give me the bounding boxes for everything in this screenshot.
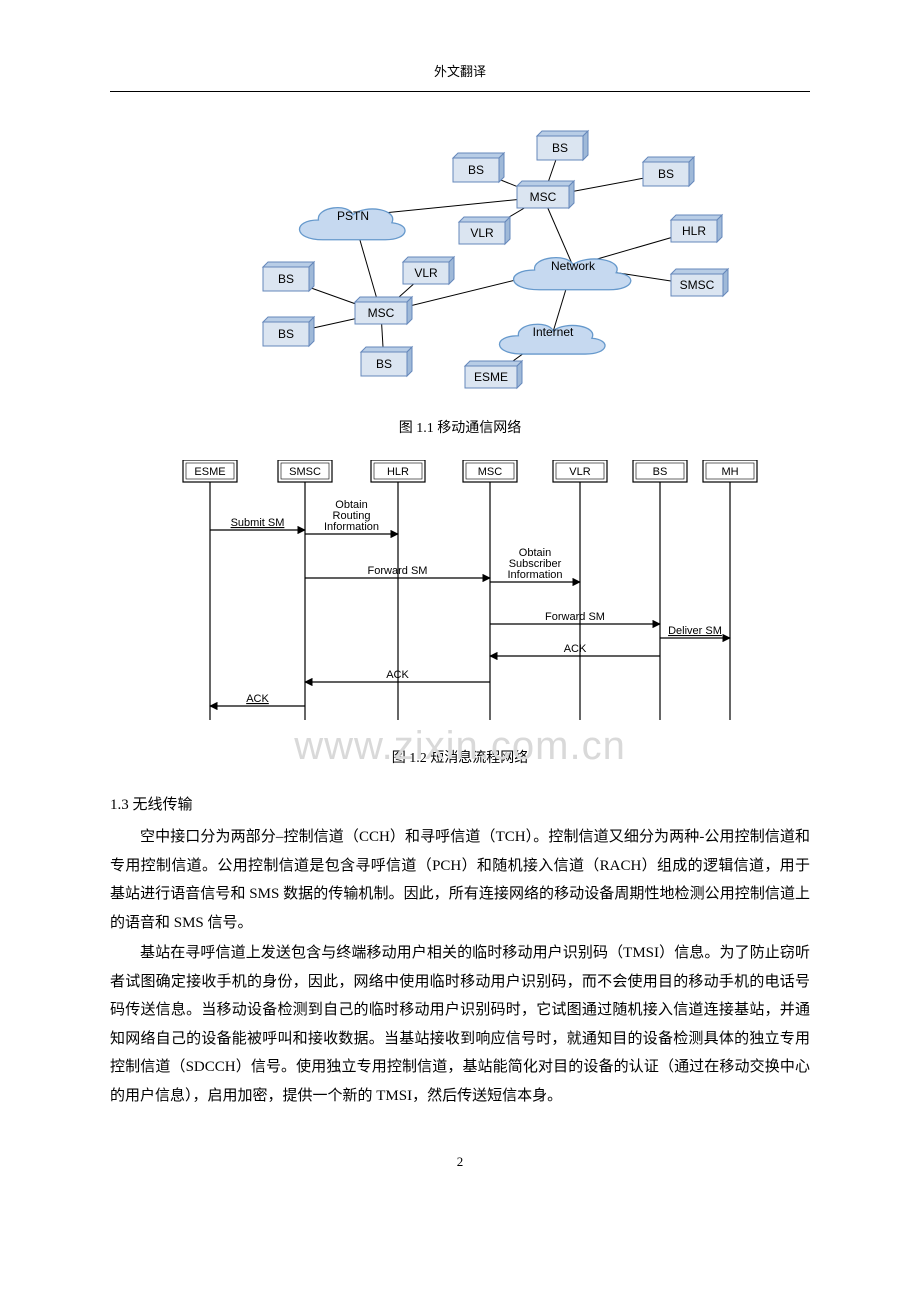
svg-text:MSC: MSC: [478, 466, 503, 478]
svg-text:Forward SM: Forward SM: [368, 565, 428, 577]
figure-1: PSTN Network Internet BS BS BS BS BS BS MSC MSC VLR…: [110, 122, 810, 402]
svg-text:MH: MH: [721, 466, 738, 478]
page-number: 2: [110, 1150, 810, 1175]
svg-text:BS: BS: [653, 466, 668, 478]
svg-text:VLR: VLR: [569, 466, 590, 478]
svg-text:Internet: Internet: [533, 325, 574, 339]
figure-2: ESMESMSCHLRMSCVLRBSMHSubmit SMObtainRout…: [110, 460, 810, 732]
svg-text:VLR: VLR: [414, 266, 438, 280]
svg-text:BS: BS: [468, 163, 484, 177]
svg-text:ACK: ACK: [564, 643, 587, 655]
paragraph-2: 基站在寻呼信道上发送包含与终端移动用户相关的临时移动用户识别码（TMSI）信息。…: [110, 939, 810, 1110]
svg-text:MSC: MSC: [368, 306, 395, 320]
svg-text:PSTN: PSTN: [337, 209, 369, 223]
svg-text:Deliver SM: Deliver SM: [668, 625, 722, 637]
svg-text:Information: Information: [324, 521, 379, 533]
section-heading: 1.3 无线传输: [110, 791, 810, 820]
svg-text:Network: Network: [551, 259, 596, 273]
svg-text:HLR: HLR: [387, 466, 409, 478]
svg-text:BS: BS: [552, 141, 568, 155]
svg-text:VLR: VLR: [470, 226, 494, 240]
svg-text:MSC: MSC: [530, 190, 557, 204]
svg-text:HLR: HLR: [682, 224, 706, 238]
svg-text:ESME: ESME: [194, 466, 225, 478]
svg-text:Information: Information: [507, 569, 562, 581]
svg-text:BS: BS: [278, 272, 294, 286]
svg-text:BS: BS: [658, 167, 674, 181]
figure-1-caption: 图 1.1 移动通信网络: [110, 416, 810, 443]
svg-text:ACK: ACK: [386, 669, 409, 681]
svg-text:BS: BS: [376, 357, 392, 371]
svg-text:Forward SM: Forward SM: [545, 611, 605, 623]
svg-text:SMSC: SMSC: [289, 466, 321, 478]
figure-2-caption: 图 1.2 短消息流程网络: [110, 746, 810, 773]
svg-text:ACK: ACK: [246, 693, 269, 705]
page-header: 外文翻译: [110, 60, 810, 92]
paragraph-1: 空中接口分为两部分–控制信道（CCH）和寻呼信道（TCH）。控制信道又细分为两种…: [110, 823, 810, 937]
svg-text:Submit SM: Submit SM: [231, 517, 285, 529]
svg-text:BS: BS: [278, 327, 294, 341]
svg-text:ESME: ESME: [474, 370, 508, 384]
svg-text:SMSC: SMSC: [680, 278, 715, 292]
